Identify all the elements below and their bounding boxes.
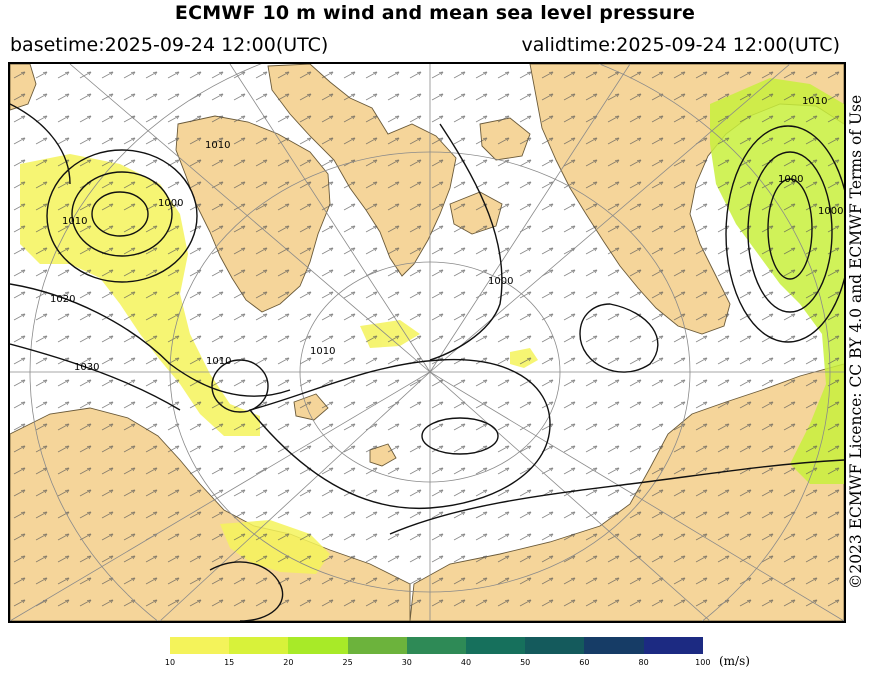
colorbar-unit: (m/s) — [719, 654, 750, 668]
colorbar-swatch — [525, 637, 585, 654]
colorbar-swatch — [347, 637, 407, 654]
colorbar-tick: 80 — [638, 658, 649, 667]
validtime-label: validtime:2025-09-24 12:00(UTC) — [521, 34, 840, 56]
isobar-label: 1000 — [778, 174, 803, 185]
colorbar-tick: 40 — [460, 658, 472, 667]
colorbar-swatch — [406, 637, 466, 654]
colorbar-tick: 60 — [579, 658, 590, 667]
isobar-label: 1010 — [205, 140, 230, 151]
wind-vectors — [10, 64, 844, 621]
isobar-label: 1010 — [62, 216, 87, 227]
weather-map: 1010 1000 1010 1000 1010 1000 1000 1010 … — [8, 62, 846, 623]
isobar-label: 1000 — [488, 276, 513, 287]
isobar-label: 1010 — [802, 96, 827, 107]
map-canvas: 1010 1000 1010 1000 1010 1000 1000 1010 … — [10, 64, 844, 621]
isobar-label: 1000 — [158, 198, 183, 209]
colorbar-tick: 20 — [283, 658, 294, 667]
licence-text: ©2023 ECMWF Licence: CC BY 4.0 and ECMWF… — [847, 94, 865, 590]
colorbar-swatch — [229, 637, 289, 654]
isobar-label: 1020 — [50, 294, 75, 305]
isobar-labels: 1010 1000 1010 1000 1010 1000 1000 1010 … — [50, 96, 843, 373]
colorbar-tick: 10 — [164, 658, 176, 667]
map-title: ECMWF 10 m wind and mean sea level press… — [174, 2, 696, 24]
isobar-label: 1010 — [310, 346, 335, 357]
colorbar-tick: 25 — [342, 658, 353, 667]
isobar-label: 1010 — [206, 356, 231, 367]
wind-colorbar — [170, 637, 703, 654]
colorbar-swatch — [170, 637, 230, 654]
colorbar-tick: 30 — [401, 658, 412, 667]
isobars — [10, 103, 844, 621]
colorbar-swatch — [465, 637, 526, 654]
isobar-label: 1030 — [74, 362, 99, 373]
colorbar-swatch — [288, 637, 348, 654]
licence-credit: ©2023 ECMWF Licence: CC BY 4.0 and ECMWF… — [842, 62, 870, 622]
colorbar-tick: 100 — [695, 658, 711, 667]
graticule — [10, 64, 844, 621]
isobar-label: 1000 — [818, 206, 843, 217]
colorbar-tick: 50 — [520, 658, 531, 667]
colorbar-swatch — [643, 637, 703, 654]
colorbar-swatch — [584, 637, 644, 654]
basetime-label: basetime:2025-09-24 12:00(UTC) — [10, 34, 329, 56]
colorbar-tick: 15 — [224, 658, 235, 667]
